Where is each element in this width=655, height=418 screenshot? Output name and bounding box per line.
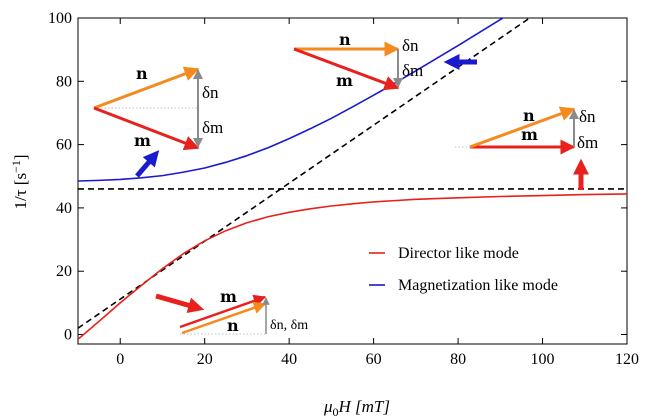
label-m: m xyxy=(521,125,538,144)
label-m: m xyxy=(220,287,237,306)
y-tick-label: 20 xyxy=(56,263,72,280)
inset-triangle-right: n m δn δm xyxy=(455,106,598,155)
x-tick-label: 80 xyxy=(450,351,466,368)
y-tick-label: 40 xyxy=(56,200,72,217)
y-axis-label-sup: −1 xyxy=(9,160,23,173)
x-tick-label: 100 xyxy=(531,351,555,368)
label-m: m xyxy=(336,71,353,90)
label-m: m xyxy=(134,131,151,150)
label-n: n xyxy=(227,316,239,335)
inset-triangle-upper-middle: n m δn δm xyxy=(293,30,423,91)
label-delta-n: δn xyxy=(202,83,219,102)
label-delta-n: δn xyxy=(402,36,419,55)
inset-triangle-upper-left: n m δn δm xyxy=(93,64,223,151)
x-axis-label-rest: H [mT] xyxy=(338,397,391,416)
label-delta-m: δm xyxy=(402,61,423,80)
x-tick-label: 20 xyxy=(197,351,213,368)
label-delta-m: δm xyxy=(202,118,223,137)
magnetization-mode-indicator-arrow xyxy=(135,150,160,178)
label-delta-m: δm xyxy=(577,133,598,152)
x-tick-label: 0 xyxy=(116,351,124,368)
vector-n-arrow xyxy=(181,301,267,335)
data-layer xyxy=(78,18,627,340)
vector-m-arrow xyxy=(179,294,267,329)
x-axis-ticks: 0 20 40 60 80 100 120 xyxy=(116,18,639,368)
director-mode-indicator-arrow xyxy=(155,293,205,314)
vector-n-arrow xyxy=(469,106,576,149)
series-line-director-mode xyxy=(78,193,627,340)
y-tick-label: 100 xyxy=(48,10,72,27)
y-axis-label: 1/τ [s−1] xyxy=(9,154,30,209)
x-tick-label: 60 xyxy=(366,351,382,368)
vector-n-arrow xyxy=(93,66,200,110)
label-delta-n-delta-m: δn, δm xyxy=(270,318,308,333)
vector-m-arrow xyxy=(93,106,200,151)
y-axis-label-main: 1/τ [s xyxy=(11,173,30,210)
legend: Director like mode Magnetization like mo… xyxy=(369,245,558,294)
x-axis-label-sub: 0 xyxy=(333,405,339,418)
label-n: n xyxy=(339,30,351,49)
label-n: n xyxy=(136,64,148,83)
label-delta-n: δn xyxy=(579,107,596,126)
x-tick-label: 40 xyxy=(281,351,297,368)
y-tick-label: 0 xyxy=(64,327,72,344)
legend-label-magnetization: Magnetization like mode xyxy=(398,277,558,294)
inset-triangle-lower: m n δn, δm xyxy=(179,287,308,335)
y-axis-label-end: ] xyxy=(11,154,30,160)
vector-m-arrow xyxy=(293,47,400,91)
y-tick-label: 80 xyxy=(56,73,72,90)
y-axis-ticks: 0 20 40 60 80 100 xyxy=(48,10,627,344)
x-axis-label: μ0H [mT] xyxy=(323,397,390,418)
series-line-magnetization-mode xyxy=(78,18,505,182)
x-axis-label-mu: μ xyxy=(323,397,333,416)
x-tick-label: 120 xyxy=(615,351,639,368)
legend-label-director: Director like mode xyxy=(398,245,519,262)
label-n: n xyxy=(523,106,535,125)
y-tick-label: 60 xyxy=(56,137,72,154)
